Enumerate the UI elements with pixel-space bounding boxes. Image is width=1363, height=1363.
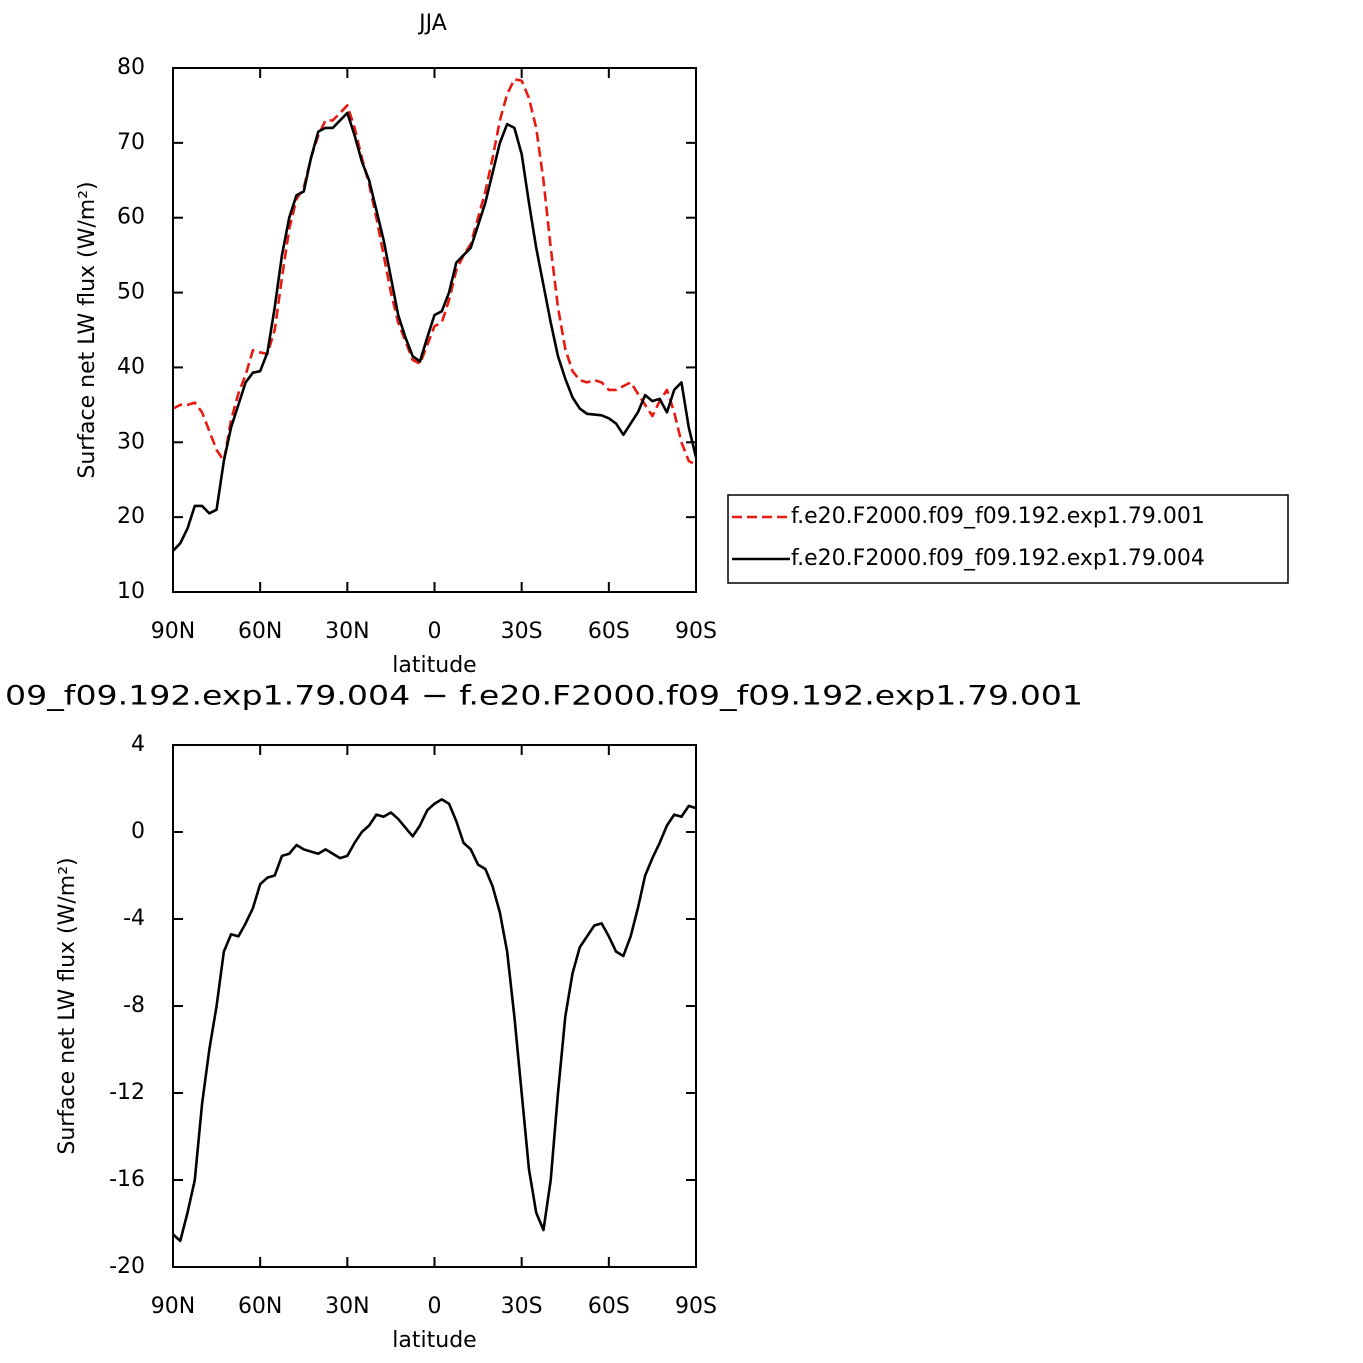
x-axis-label: latitude [392,653,476,678]
y-tick-label: 80 [117,55,145,80]
y-tick-label: 40 [117,354,145,379]
y-tick-label: -4 [123,906,145,931]
x-tick-label: 30N [325,619,369,644]
y-tick-label: 70 [117,130,145,155]
chart-title: 09_f09.192.exp1.79.004 − f.e20.F2000.f09… [5,681,1083,712]
y-tick-label: 30 [117,429,145,454]
x-tick-label: 90N [151,619,195,644]
y-axis-label: Surface net LW flux (W/m²) [55,857,80,1154]
y-tick-label: -8 [123,993,145,1018]
legend-label: f.e20.F2000.f09_f09.192.exp1.79.001 [791,504,1205,529]
x-tick-label: 60N [238,1294,282,1319]
series-line [172,77,697,466]
y-axis-label: Surface net LW flux (W/m²) [75,181,100,478]
chart-title: JJA [417,11,447,36]
plot-frame [172,744,697,1268]
y-tick-label: 10 [117,579,145,604]
x-tick-label: 90S [675,619,717,644]
y-tick-label: -16 [109,1167,145,1192]
x-tick-label: 0 [428,619,442,644]
y-tick-label: 20 [117,504,145,529]
x-tick-label: 30S [501,1294,543,1319]
x-tick-label: 30S [501,619,543,644]
x-tick-label: 90S [675,1294,717,1319]
plot-frame [172,67,697,593]
y-tick-label: 0 [131,819,145,844]
y-tick-label: 4 [131,732,145,757]
x-axis-label: latitude [392,1328,476,1353]
x-tick-label: 30N [325,1294,369,1319]
legend-box [727,494,1289,584]
x-tick-label: 60N [238,619,282,644]
series-line [172,111,698,552]
y-tick-label: 60 [117,205,145,230]
y-tick-label: -12 [109,1080,145,1105]
y-tick-label: -20 [109,1254,145,1279]
y-tick-label: 50 [117,280,145,305]
legend-label: f.e20.F2000.f09_f09.192.exp1.79.004 [791,546,1205,571]
x-tick-label: 60S [588,619,630,644]
x-tick-label: 60S [588,1294,630,1319]
x-tick-label: 90N [151,1294,195,1319]
series-line [172,798,697,1243]
x-tick-label: 0 [428,1294,442,1319]
